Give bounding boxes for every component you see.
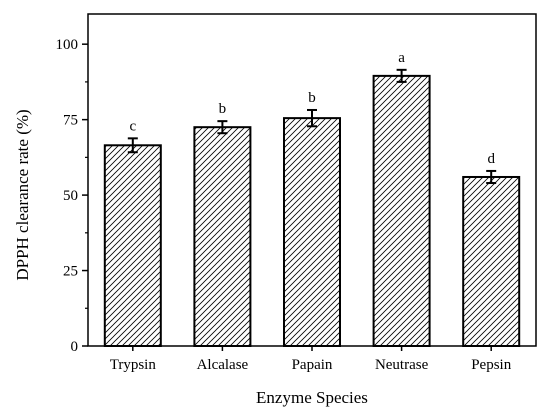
axes-layer: Trypsin Alcalase Papain Neutrase Pepsin 0 25 50… — [56, 13, 537, 373]
y-tick-label: 50 — [63, 188, 78, 204]
significance-label-alcalase: b — [219, 101, 227, 117]
bar-trypsin — [103, 144, 162, 347]
error-bar-neutrase — [396, 68, 407, 83]
significance-label-papain: b — [308, 90, 316, 106]
x-tick-label-papain: Papain — [292, 357, 333, 373]
labels-layer: DPPH clearance rate (%) Enzyme Species — [13, 109, 368, 407]
y-tick-label: 25 — [63, 264, 78, 280]
bar-neutrase — [372, 74, 431, 347]
bar-papain — [283, 117, 341, 347]
x-tick-label-trypsin: Trypsin — [110, 357, 157, 373]
error-bar-trypsin — [127, 137, 138, 154]
y-tick-label: 100 — [56, 37, 79, 53]
bars-layer: c b b a d — [103, 50, 521, 347]
error-bar-papain — [307, 108, 317, 128]
plot-frame — [87, 13, 537, 347]
y-tick-label: 0 — [71, 339, 79, 355]
significance-label-trypsin: c — [129, 118, 136, 134]
y-tick-label: 75 — [63, 113, 78, 129]
x-tick-label-alcalase: Alcalase — [197, 357, 249, 373]
bar-alcalase — [193, 126, 252, 347]
x-tick-label-neutrase: Neutrase — [375, 357, 429, 373]
significance-label-pepsin: d — [487, 151, 495, 167]
bar-pepsin — [462, 175, 521, 347]
y-axis-title: DPPH clearance rate (%) — [13, 109, 32, 280]
x-tick-label-pepsin: Pepsin — [471, 357, 512, 373]
x-axis-title: Enzyme Species — [256, 388, 368, 407]
significance-label-neutrase: a — [398, 50, 405, 66]
error-bar-alcalase — [217, 120, 228, 135]
error-bar-pepsin — [486, 169, 497, 185]
